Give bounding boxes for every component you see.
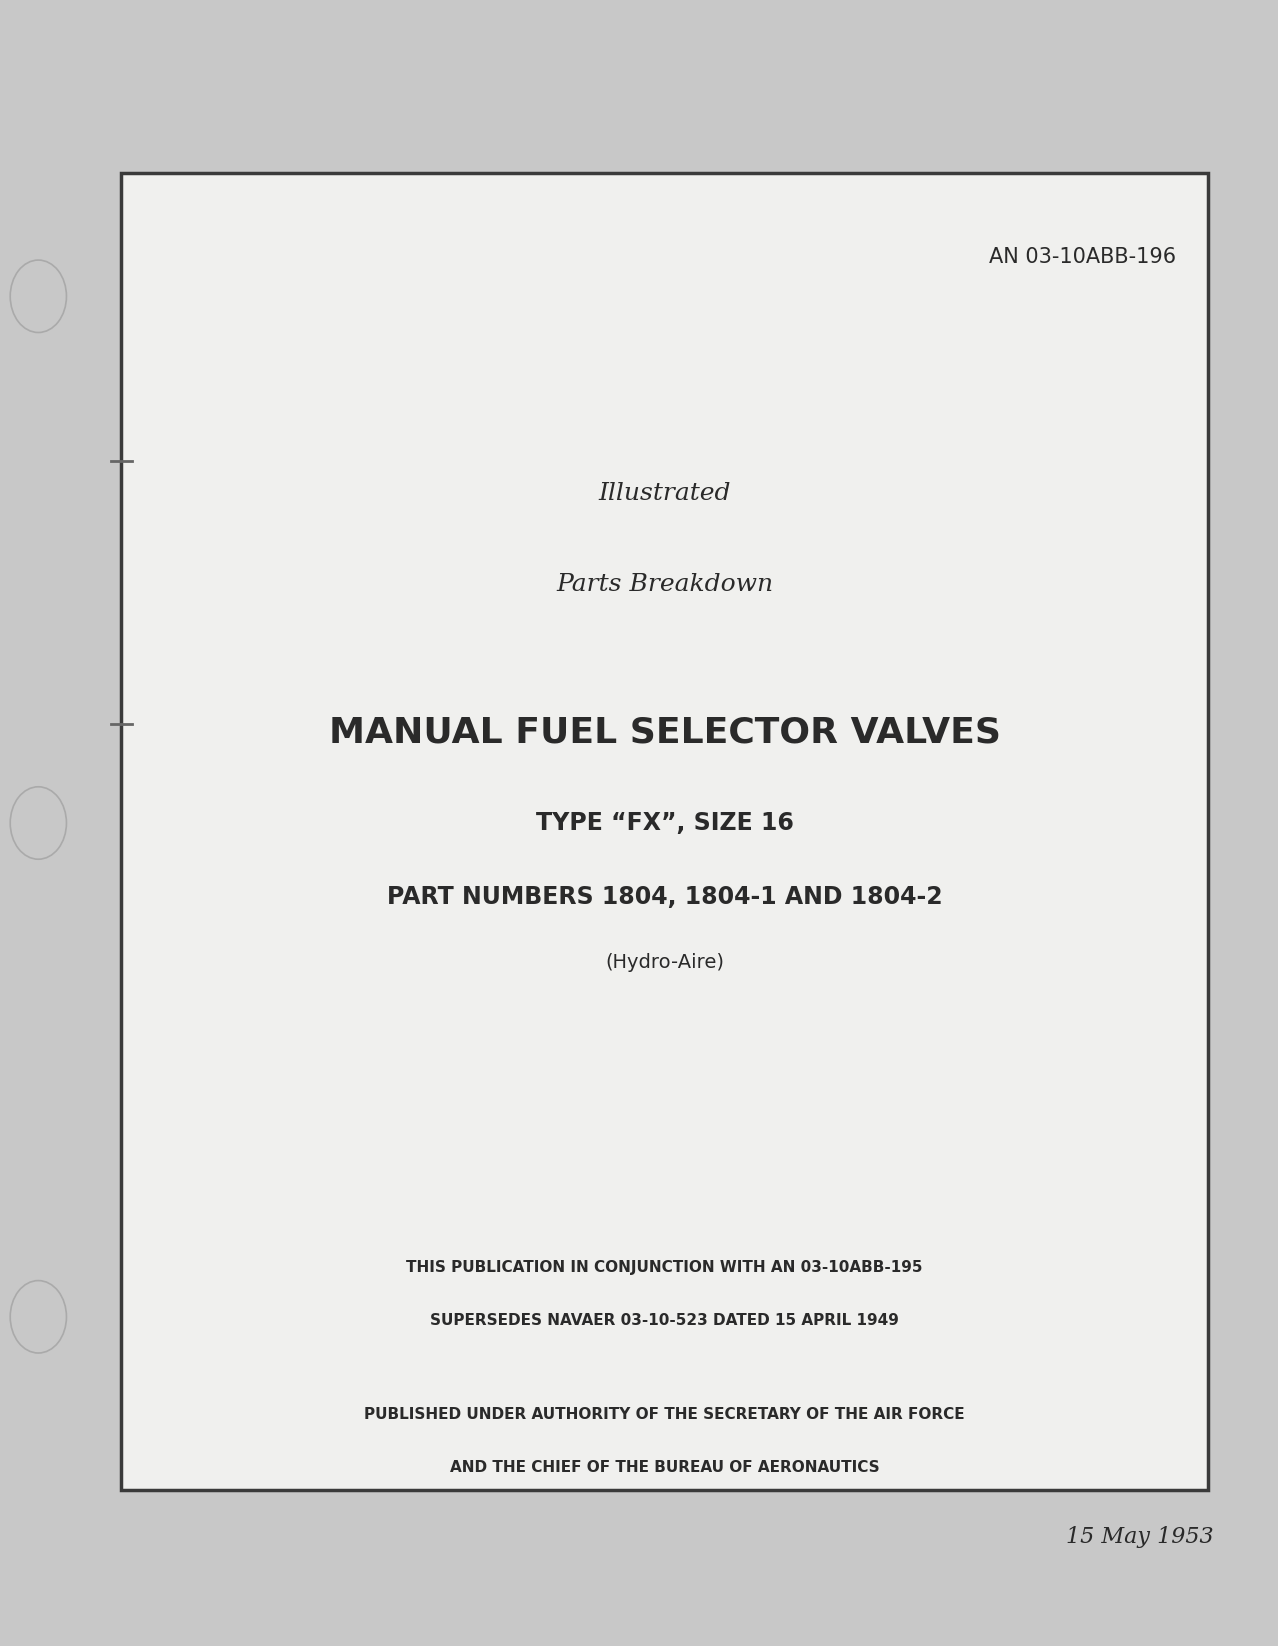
Text: PUBLISHED UNDER AUTHORITY OF THE SECRETARY OF THE AIR FORCE: PUBLISHED UNDER AUTHORITY OF THE SECRETA…	[364, 1407, 965, 1422]
Text: Parts Breakdown: Parts Breakdown	[556, 573, 773, 596]
Circle shape	[10, 260, 66, 332]
Text: THIS PUBLICATION IN CONJUNCTION WITH AN 03-10ABB-195: THIS PUBLICATION IN CONJUNCTION WITH AN …	[406, 1259, 923, 1276]
Text: (Hydro-Aire): (Hydro-Aire)	[604, 953, 725, 973]
Bar	[121, 173, 1208, 1490]
Text: MANUAL FUEL SELECTOR VALVES: MANUAL FUEL SELECTOR VALVES	[328, 716, 1001, 749]
Text: TYPE “FX”, SIZE 16: TYPE “FX”, SIZE 16	[535, 811, 794, 835]
Text: AND THE CHIEF OF THE BUREAU OF AERONAUTICS: AND THE CHIEF OF THE BUREAU OF AERONAUTI…	[450, 1460, 879, 1475]
Text: SUPERSEDES NAVAER 03-10-523 DATED 15 APRIL 1949: SUPERSEDES NAVAER 03-10-523 DATED 15 APR…	[431, 1312, 898, 1328]
Text: Illustrated: Illustrated	[598, 482, 731, 505]
Circle shape	[10, 787, 66, 859]
Text: PART NUMBERS 1804, 1804-1 AND 1804-2: PART NUMBERS 1804, 1804-1 AND 1804-2	[387, 886, 942, 909]
Text: AN 03-10ABB-196: AN 03-10ABB-196	[989, 247, 1176, 267]
Text: 15 May 1953: 15 May 1953	[1066, 1526, 1214, 1547]
Circle shape	[10, 1281, 66, 1353]
